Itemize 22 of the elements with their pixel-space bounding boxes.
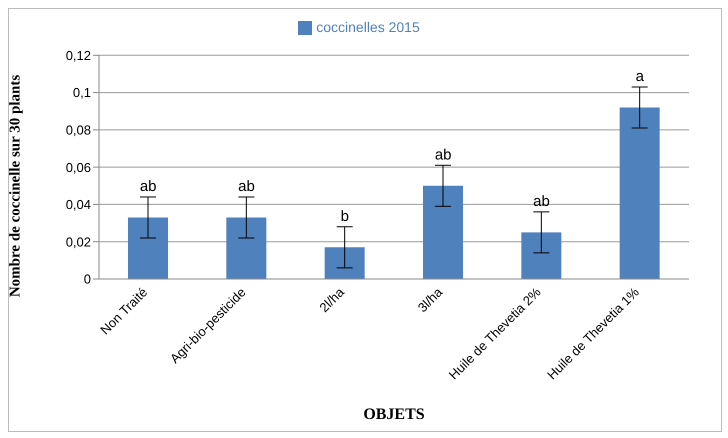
- x-axis-title: OBJETS: [363, 406, 425, 423]
- y-tick-label: 0,04: [66, 197, 91, 212]
- y-tick-label: 0,12: [66, 48, 91, 63]
- y-tick-label: 0,08: [66, 122, 91, 138]
- annotation: ab: [533, 192, 550, 210]
- annotation: a: [636, 68, 645, 85]
- bar: [620, 107, 660, 279]
- bar: [128, 217, 168, 279]
- y-axis-title: Nombre de coccinelle sur 30 plants: [7, 74, 24, 298]
- bar: [423, 186, 463, 279]
- bar: [226, 217, 266, 279]
- legend-label: coccinelles 2015: [316, 19, 420, 35]
- y-tick-label: 0: [84, 272, 91, 287]
- annotation: b: [340, 208, 350, 225]
- bar: [324, 247, 365, 279]
- y-tick-label: 0,06: [66, 160, 91, 175]
- y-tick-label: 0,1: [72, 85, 91, 100]
- annotation: ab: [140, 178, 157, 195]
- annotation: ab: [434, 146, 452, 164]
- annotation: ab: [238, 178, 255, 195]
- bar: [521, 232, 562, 279]
- y-tick-label: 0,02: [66, 234, 91, 250]
